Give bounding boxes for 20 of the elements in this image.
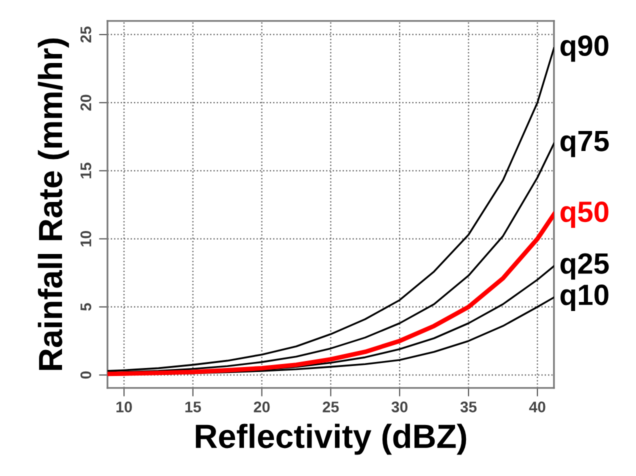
series-label: q75 [560,130,609,158]
x-tick-label: 35 [460,402,477,412]
series-label: q10 [560,284,608,311]
y-tick-label: 15 [80,162,92,178]
x-tick-label: 40 [529,402,546,412]
y-tick-label: 5 [80,303,92,311]
x-tick-label: 15 [185,402,201,412]
series-label: q25 [560,253,609,280]
y-tick-label: 25 [80,26,92,43]
x-tick-label: 10 [116,402,132,412]
series-label: q90 [560,35,608,62]
x-tick-label: 25 [322,402,339,412]
y-axis-title: Rainfall Rate (mm/hr) [38,38,69,370]
y-tick-label: 10 [80,230,92,246]
x-tick-label: 30 [391,402,408,412]
y-tick-label: 20 [80,94,92,111]
y-tick-label: 0 [80,371,92,379]
x-tick-label: 20 [254,402,270,412]
series-label: q50 [560,201,608,228]
x-axis-title: Reflectivity (dBZ) [196,424,466,455]
